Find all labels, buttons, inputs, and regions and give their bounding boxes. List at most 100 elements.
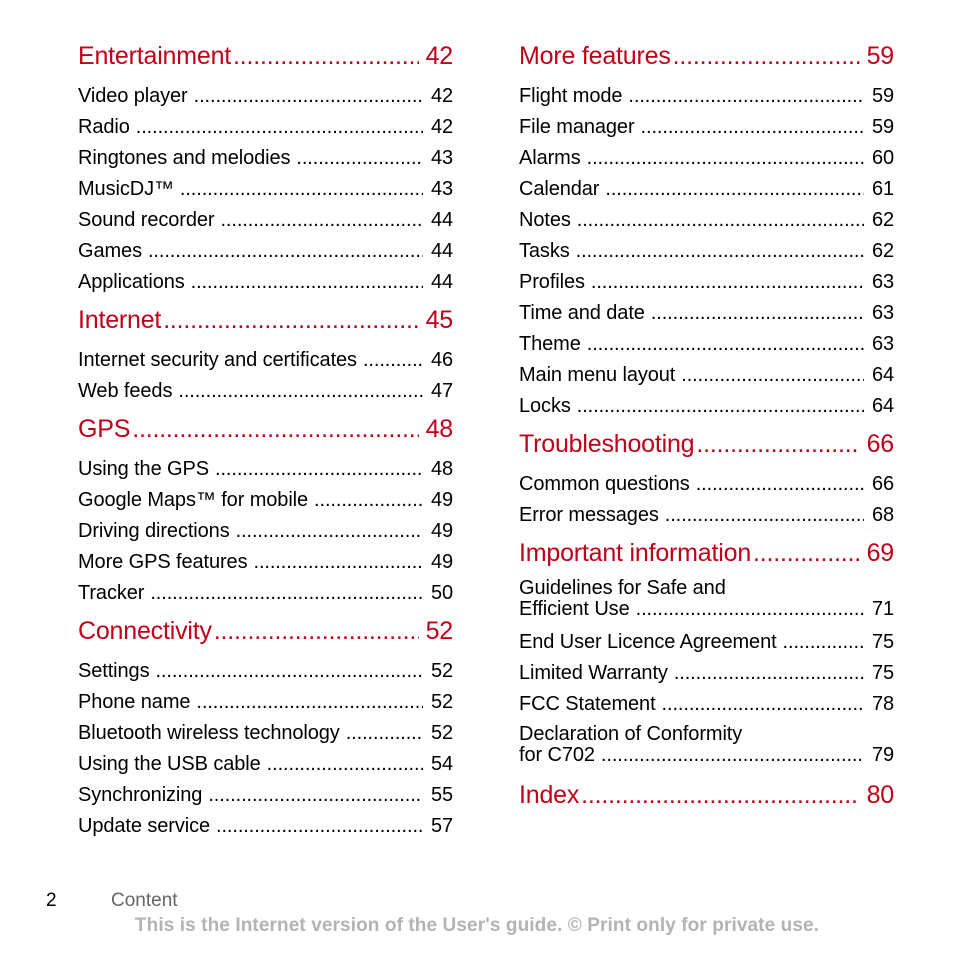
entry-label: Locks: [519, 395, 571, 417]
dot-leader: [605, 174, 864, 205]
toc-entry[interactable]: Video player 42: [78, 81, 453, 112]
toc-entry[interactable]: Calendar 61: [519, 174, 894, 205]
entry-page-number: 49: [430, 520, 453, 542]
entry-page-number: 46: [430, 349, 453, 371]
toc-entry[interactable]: Bluetooth wireless technology 52: [78, 718, 453, 749]
entry-label-continued: for C702: [519, 744, 595, 766]
entry-page-number: 47: [430, 380, 453, 402]
toc-entry[interactable]: Profiles 63: [519, 267, 894, 298]
entry-label: Using the USB cable: [78, 753, 261, 775]
toc-section-heading[interactable]: More features 59: [519, 42, 894, 77]
dot-leader: [636, 598, 864, 620]
dot-leader: [681, 360, 864, 391]
entry-label: Settings: [78, 660, 150, 682]
toc-entry[interactable]: Update service 57: [78, 811, 453, 842]
entry-label: Ringtones and melodies: [78, 147, 291, 169]
entry-page-number: 44: [430, 271, 453, 293]
section-page-number: 80: [866, 781, 895, 809]
toc-section-heading[interactable]: Entertainment 42: [78, 42, 453, 77]
dot-leader: [220, 205, 423, 236]
toc-entry[interactable]: Games 44: [78, 236, 453, 267]
toc-entry[interactable]: Limited Warranty 75: [519, 658, 894, 689]
dot-leader: [150, 578, 423, 609]
toc-entry[interactable]: Theme 63: [519, 329, 894, 360]
section-title: GPS: [78, 415, 131, 443]
toc-entry[interactable]: More GPS features 49: [78, 547, 453, 578]
toc-entry[interactable]: Phone name 52: [78, 687, 453, 718]
toc-entry[interactable]: MusicDJ™ 43: [78, 174, 453, 205]
toc-entry[interactable]: FCC Statement 78: [519, 689, 894, 720]
toc-section-heading[interactable]: Important information 69: [519, 539, 894, 574]
toc-entry[interactable]: Google Maps™ for mobile 49: [78, 485, 453, 516]
entry-label: Guidelines for Safe and: [519, 577, 726, 599]
entry-label: Tasks: [519, 240, 570, 262]
toc-section-heading[interactable]: Troubleshooting 66: [519, 430, 894, 465]
entry-label: File manager: [519, 116, 635, 138]
dot-leader: [673, 42, 860, 71]
entry-page-number: 44: [430, 240, 453, 262]
dot-leader: [314, 485, 423, 516]
toc-entry[interactable]: Using the USB cable 54: [78, 749, 453, 780]
toc-entry[interactable]: Ringtones and melodies 43: [78, 143, 453, 174]
dot-leader: [587, 329, 864, 360]
dot-leader: [665, 500, 864, 531]
toc-entry[interactable]: Synchronizing 55: [78, 780, 453, 811]
section-title: Connectivity: [78, 617, 212, 645]
entry-page-number: 75: [871, 631, 894, 653]
section-page-number: 59: [866, 42, 895, 70]
toc-section-heading[interactable]: Internet 45: [78, 306, 453, 341]
toc-entry[interactable]: Using the GPS 48: [78, 454, 453, 485]
dot-leader: [233, 42, 419, 71]
entry-label: Alarms: [519, 147, 581, 169]
entry-label: Internet security and certificates: [78, 349, 357, 371]
entry-page-number: 44: [430, 209, 453, 231]
toc-entry[interactable]: Main menu layout 64: [519, 360, 894, 391]
toc-entry[interactable]: Alarms 60: [519, 143, 894, 174]
dot-leader: [216, 811, 423, 842]
section-title: Entertainment: [78, 42, 232, 70]
dot-leader: [783, 627, 864, 658]
toc-entry[interactable]: Sound recorder 44: [78, 205, 453, 236]
section-spacer: [78, 407, 453, 415]
toc-section-heading[interactable]: GPS 48: [78, 415, 453, 450]
toc-entry[interactable]: Internet security and certificates 46: [78, 345, 453, 376]
entry-page-number: 59: [871, 85, 894, 107]
section-page-number: 42: [425, 42, 454, 70]
toc-entry[interactable]: Radio 42: [78, 112, 453, 143]
toc-entry[interactable]: End User Licence Agreement 75: [519, 627, 894, 658]
dot-leader: [194, 81, 423, 112]
dot-leader: [576, 236, 864, 267]
toc-entry[interactable]: Web feeds 47: [78, 376, 453, 407]
entry-label: Google Maps™ for mobile: [78, 489, 309, 511]
dot-leader: [163, 306, 419, 335]
toc-entry[interactable]: Locks 64: [519, 391, 894, 422]
entry-page-number: 49: [430, 551, 453, 573]
section-title: More features: [519, 42, 671, 70]
toc-entry[interactable]: Common questions 66: [519, 469, 894, 500]
entry-page-number: 52: [430, 722, 453, 744]
toc-entry[interactable]: Settings 52: [78, 656, 453, 687]
toc-entry[interactable]: Notes 62: [519, 205, 894, 236]
entry-label: Flight mode: [519, 85, 623, 107]
entry-label: Main menu layout: [519, 364, 676, 386]
toc-entry[interactable]: Tracker 50: [78, 578, 453, 609]
toc-entry[interactable]: File manager 59: [519, 112, 894, 143]
entry-page-number: 78: [871, 693, 894, 715]
entry-label: Calendar: [519, 178, 600, 200]
entry-label: FCC Statement: [519, 693, 656, 715]
toc-entry[interactable]: Driving directions 49: [78, 516, 453, 547]
toc-entry[interactable]: Time and date 63: [519, 298, 894, 329]
toc-section-heading[interactable]: Index 80: [519, 781, 894, 816]
dot-leader: [674, 658, 864, 689]
toc-entry[interactable]: Tasks 62: [519, 236, 894, 267]
toc-entry[interactable]: Flight mode 59: [519, 81, 894, 112]
entry-label: More GPS features: [78, 551, 248, 573]
toc-entry[interactable]: Error messages 68: [519, 500, 894, 531]
toc-entry[interactable]: Applications 44: [78, 267, 453, 298]
entry-label: Limited Warranty: [519, 662, 668, 684]
toc-right-column: More features 59 Flight mode 59 File manager…: [519, 42, 894, 820]
toc-section-heading[interactable]: Connectivity 52: [78, 617, 453, 652]
entry-page-number: 54: [430, 753, 453, 775]
